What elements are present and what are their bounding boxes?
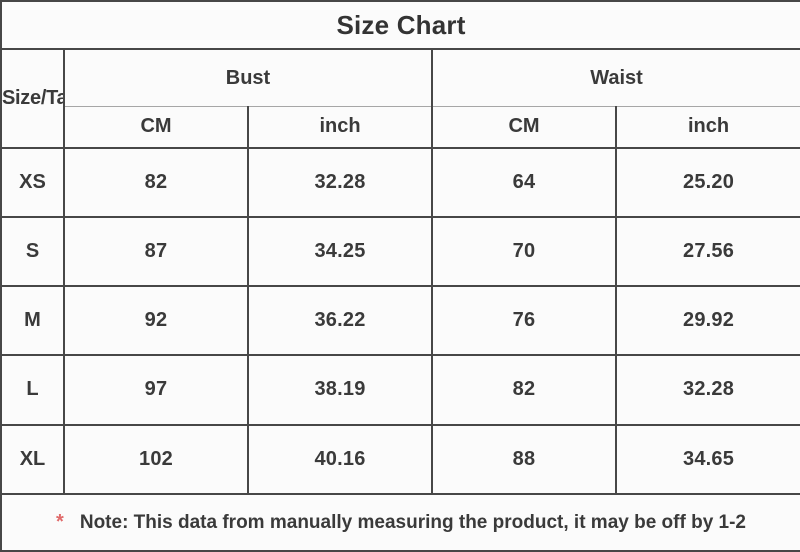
unit-header-bust-cm: CM <box>63 105 249 149</box>
table-row-l: L 97 38.19 82 32.28 <box>0 354 800 426</box>
size-label: S <box>0 215 65 288</box>
size-label: L <box>0 354 65 426</box>
bust-inch: 40.16 <box>247 423 433 495</box>
waist-inch: 27.56 <box>614 215 800 288</box>
waist-inch: 32.28 <box>614 354 800 426</box>
table-row-xl: XL 102 40.16 88 34.65 <box>0 423 800 495</box>
unit-header-waist-cm: CM <box>431 105 617 149</box>
unit-header-waist-inch: inch <box>614 105 800 149</box>
bust-inch: 36.22 <box>247 285 433 357</box>
table-row-xs: XS 82 32.28 64 25.20 <box>0 146 800 218</box>
column-group-bust: Bust <box>63 48 433 107</box>
footnote-text: Note: This data from manually measuring … <box>79 511 747 533</box>
waist-cm: 70 <box>431 215 617 288</box>
bust-cm: 87 <box>63 215 249 288</box>
waist-inch: 25.20 <box>614 146 800 218</box>
waist-inch: 34.65 <box>614 423 800 495</box>
bust-cm: 92 <box>63 285 249 357</box>
bust-cm: 97 <box>63 354 249 426</box>
table-row-s: S 87 34.25 70 27.56 <box>0 215 800 288</box>
table-row-m: M 92 36.22 76 29.92 <box>0 285 800 357</box>
waist-cm: 88 <box>431 423 617 495</box>
size-label: XS <box>0 146 65 218</box>
size-label: XL <box>0 423 65 495</box>
column-group-waist: Waist <box>430 48 800 107</box>
bust-inch: 32.28 <box>247 146 433 218</box>
waist-cm: 82 <box>431 354 617 426</box>
size-label: M <box>0 285 65 357</box>
corner-header-size-tag: Size/Tag <box>0 48 65 149</box>
footnote: * Note: This data from manually measuring… <box>0 492 800 552</box>
waist-inch: 29.92 <box>614 285 800 357</box>
bust-inch: 38.19 <box>247 354 433 426</box>
bust-inch: 34.25 <box>247 215 433 288</box>
bust-cm: 82 <box>63 146 249 218</box>
waist-cm: 76 <box>431 285 617 357</box>
unit-header-bust-inch: inch <box>247 105 433 149</box>
bust-cm: 102 <box>63 423 249 495</box>
waist-cm: 64 <box>431 146 617 218</box>
chart-title: Size Chart <box>0 0 800 51</box>
footnote-asterisk: * <box>56 510 64 533</box>
